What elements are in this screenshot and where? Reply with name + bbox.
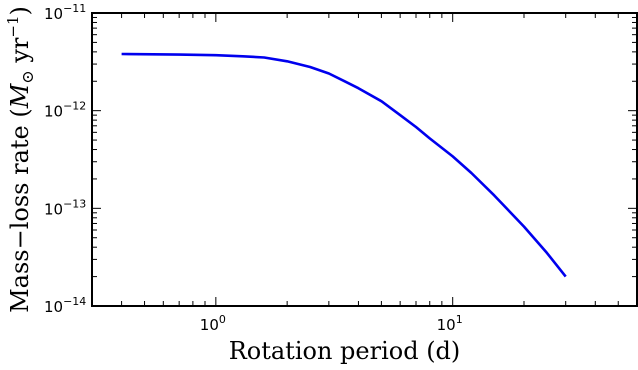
y-axis-label-subscript: ⊙	[18, 70, 37, 83]
x-axis-label: Rotation period (d)	[229, 337, 461, 365]
x-tick-label: 100	[200, 313, 226, 334]
x-tick-label: 101	[437, 313, 463, 334]
y-axis-label-close: )	[6, 6, 34, 15]
y-tick-label: 10−14	[44, 295, 86, 316]
y-axis-label-unit: yr	[6, 37, 34, 70]
y-axis-label: Mass−loss rate (M⊙ yr−1)	[4, 6, 37, 313]
y-axis-label-exponent: −1	[4, 15, 22, 37]
y-axis-label-symbol: M	[6, 82, 34, 109]
plot-frame	[91, 12, 638, 307]
y-axis-label-text: Mass−loss rate (	[6, 108, 34, 313]
series-line	[121, 52, 567, 278]
tick-labels: 100 101 10−14 10−13 10−12 10−11	[44, 2, 463, 334]
y-tick-label: 10−11	[44, 2, 86, 23]
y-tick-label: 10−13	[44, 197, 86, 218]
y-tick-label: 10−12	[44, 100, 86, 121]
